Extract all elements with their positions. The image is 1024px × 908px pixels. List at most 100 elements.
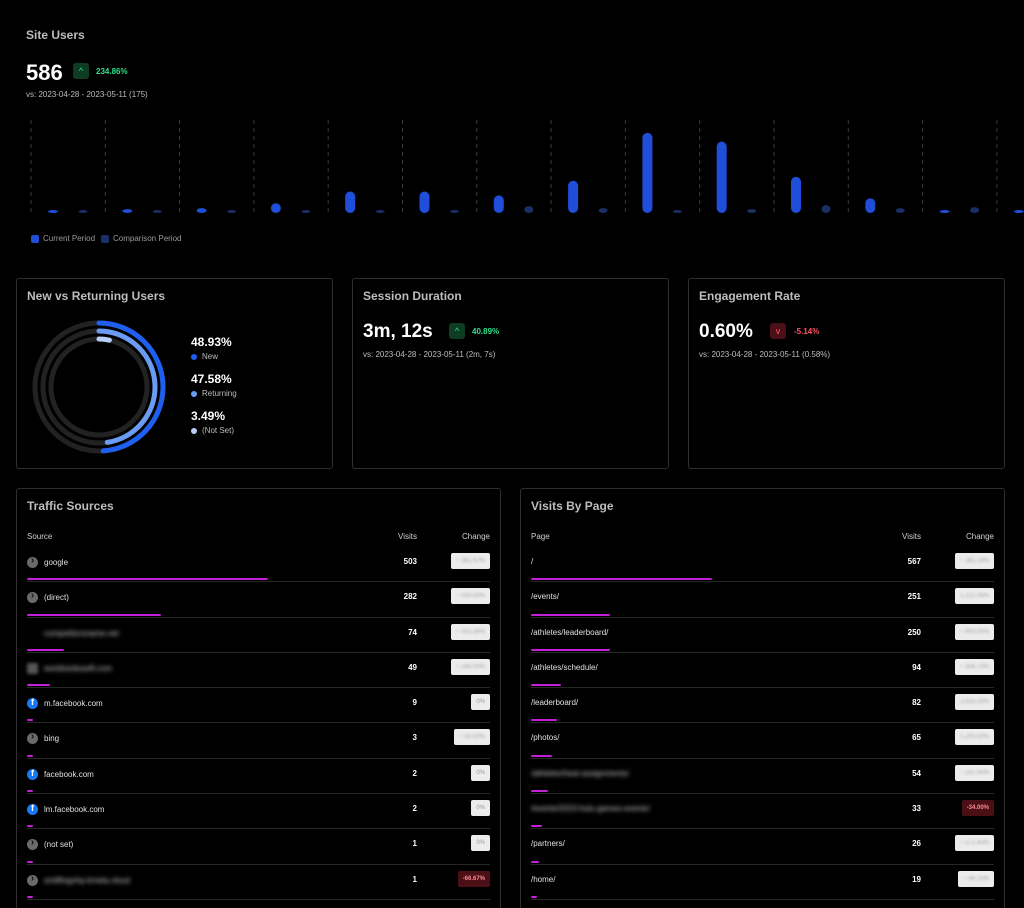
table-row[interactable]: m.facebook.com 9 0% (27, 688, 490, 724)
bar-current[interactable] (791, 176, 801, 213)
trend-up-icon: ^ (449, 323, 465, 339)
table-row[interactable]: / 567 ~ 281.19% (531, 547, 994, 583)
table-row[interactable]: /home/19 ~ 46.15% (531, 865, 994, 900)
table-row[interactable]: /athletes/leaderboard/250 ~ 800.00% (531, 618, 994, 653)
row-name[interactable]: /events/2023-hulu-games-events/ (531, 804, 650, 814)
col-change[interactable]: Change (965, 532, 994, 541)
row-name[interactable]: / (531, 557, 534, 566)
bar-comparison[interactable] (747, 209, 757, 213)
row-name[interactable]: smtlftogxhp.kmela.cloud (44, 875, 130, 885)
visits-share-bar (531, 790, 549, 793)
table-row[interactable]: /athletes/heat-assignments/54 ~ 237.50% (531, 759, 994, 795)
pages-rows: / 567 ~ 281.19% /events/251 1,221.05% /athlet… (521, 547, 1004, 900)
row-name[interactable]: /athletes/leaderboard/ (531, 627, 609, 637)
change-value: ~ 308.70% (960, 663, 989, 670)
bar-current[interactable] (345, 191, 356, 213)
nvr-legend: 48.93% New 47.58% Returning 3.49% (Not S… (191, 335, 237, 446)
bar-comparison[interactable] (970, 207, 980, 213)
bar-current[interactable] (122, 209, 133, 213)
table-row[interactable]: /photos/65 1,200.00% (531, 723, 994, 759)
change-value: 1,221.05% (960, 593, 989, 600)
row-name[interactable]: m.facebook.com (44, 699, 103, 709)
row-name[interactable]: facebook.com (44, 769, 94, 779)
row-name[interactable]: google (44, 558, 69, 567)
chevron-right-icon[interactable] (27, 731, 38, 745)
new-vs-returning-card: New vs Returning Users 48.93% New 47.58%… (16, 278, 333, 469)
table-row[interactable]: facebook.com 2 0% (27, 759, 490, 795)
row-name[interactable]: worldrankswift.com (44, 663, 113, 673)
bar-current[interactable] (642, 132, 653, 213)
bar-current[interactable] (48, 210, 58, 213)
legend-comparison[interactable]: Comparison Period (101, 234, 181, 243)
row-name[interactable]: /athletes/schedule/ (531, 662, 598, 672)
chevron-right-icon[interactable] (27, 590, 38, 604)
col-source[interactable]: Source (27, 532, 53, 541)
bar-comparison[interactable] (301, 210, 311, 213)
bar-comparison[interactable] (450, 210, 459, 213)
row-name-cell: (not set) (27, 837, 74, 851)
col-visits[interactable]: Visits (398, 532, 417, 541)
bar-comparison[interactable] (672, 210, 682, 213)
table-row[interactable]: lm.facebook.com 2 0% (27, 794, 490, 830)
facebook-icon (27, 768, 38, 780)
col-change[interactable]: Change (461, 532, 490, 541)
ring-returning[interactable] (40, 328, 158, 446)
row-name[interactable]: /home/ (531, 874, 556, 884)
bar-current[interactable] (939, 210, 950, 213)
chevron-right-icon[interactable] (27, 837, 38, 851)
row-visits: 250 (907, 627, 921, 637)
bar-comparison[interactable] (821, 205, 831, 213)
row-name-cell: /leaderboard/ (531, 698, 578, 707)
col-visits[interactable]: Visits (902, 532, 921, 541)
table-row[interactable]: /events/2023-hulu-games-events/33 -34.00% (531, 794, 994, 830)
bar-comparison[interactable] (895, 208, 905, 213)
row-name[interactable]: competitorsname.net (44, 628, 119, 638)
bar-current[interactable] (493, 195, 504, 213)
row-name[interactable]: /leaderboard/ (531, 698, 579, 708)
row-visits: 94 (912, 662, 921, 672)
bar-comparison[interactable] (524, 206, 534, 213)
bar-comparison[interactable] (375, 210, 385, 213)
col-page[interactable]: Page (531, 532, 550, 541)
table-row[interactable]: google 503 ~ 361.47% (27, 547, 490, 583)
table-row[interactable]: /partners/26 ~ 271.43% (531, 829, 994, 865)
bar-comparison[interactable] (152, 210, 162, 213)
bar-comparison[interactable] (227, 210, 237, 213)
bar-current[interactable] (419, 191, 430, 213)
bar-current[interactable] (865, 198, 876, 213)
bar-current[interactable] (568, 180, 579, 213)
facebook-icon (27, 803, 38, 816)
not-set-dot-icon (191, 427, 197, 434)
row-name[interactable]: (not set) (44, 840, 74, 850)
nvr-title: New vs Returning Users (27, 289, 166, 303)
row-name[interactable]: /photos/ (531, 733, 560, 743)
bar-comparison[interactable] (598, 208, 608, 213)
row-name[interactable]: lm.facebook.com (44, 805, 105, 815)
row-name[interactable]: /events/ (531, 592, 560, 602)
table-row[interactable]: bing 3 ~ 50.00% (27, 723, 490, 759)
table-row[interactable]: (not set) 1 0% (27, 829, 490, 865)
row-name[interactable]: /partners/ (531, 839, 565, 849)
table-row[interactable]: /events/251 1,221.05% (531, 582, 994, 618)
chevron-right-icon[interactable] (27, 555, 38, 568)
ring-not-set[interactable] (48, 336, 150, 438)
ring-new[interactable] (32, 320, 166, 454)
table-row[interactable]: /athletes/schedule/94 ~ 308.70% (531, 653, 994, 689)
bar-comparison[interactable] (78, 210, 88, 213)
table-row[interactable]: smtlftogxhp.kmela.cloud 1 -66.67% (27, 865, 490, 900)
bar-current[interactable] (1013, 210, 1024, 213)
legend-current[interactable]: Current Period (31, 234, 95, 243)
bar-current[interactable] (716, 141, 727, 213)
table-row[interactable]: competitorsname.net 74 ~ 252.38% (27, 618, 490, 653)
table-row[interactable]: /leaderboard/82 2,633.33% (531, 688, 994, 724)
row-name[interactable]: (direct) (44, 593, 69, 603)
table-row[interactable]: (direct) 282 ~ 500.00% (27, 582, 490, 618)
row-name[interactable]: /athletes/heat-assignments/ (531, 768, 629, 778)
row-name[interactable]: bing (44, 734, 60, 744)
row-name-cell: /photos/ (531, 733, 559, 742)
chevron-right-icon[interactable] (27, 873, 38, 886)
bar-current[interactable] (196, 208, 207, 213)
visits-share-bar (27, 825, 33, 828)
table-row[interactable]: worldrankswift.com 49 ~ 145.00% (27, 653, 490, 689)
bar-current[interactable] (270, 203, 281, 213)
